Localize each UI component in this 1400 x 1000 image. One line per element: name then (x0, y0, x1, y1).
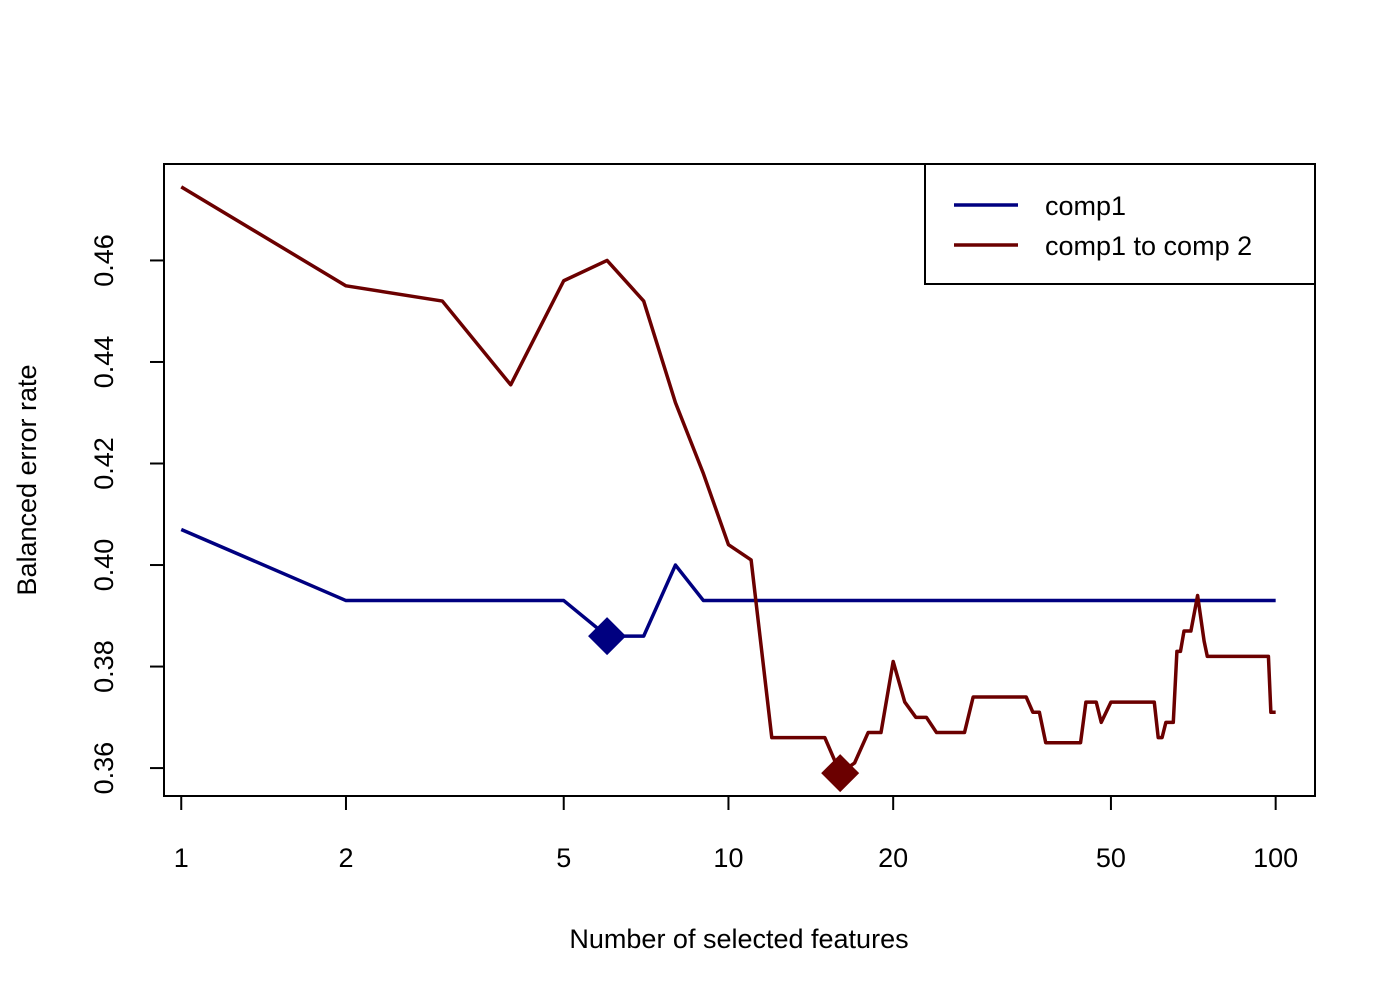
y-tick-label: 0.36 (89, 742, 119, 795)
x-tick-label: 5 (556, 843, 571, 873)
x-tick-label: 20 (878, 843, 908, 873)
legend: comp1 comp1 to comp 2 (924, 163, 1316, 285)
optimum-marker-1 (821, 754, 860, 793)
series-line-1 (180, 185, 1276, 775)
marker-layer (588, 617, 860, 793)
x-axis-label: Number of selected features (569, 924, 908, 954)
y-tick-label: 0.44 (89, 336, 119, 389)
x-tick-label: 10 (713, 843, 743, 873)
legend-box (924, 163, 1316, 285)
x-tick-label: 50 (1096, 843, 1126, 873)
y-tick-label: 0.38 (89, 640, 119, 693)
x-tick-label: 100 (1253, 843, 1298, 873)
legend-label-1: comp1 to comp 2 (1045, 231, 1252, 261)
y-axis-label: Balanced error rate (12, 364, 42, 595)
x-tick-label: 2 (338, 843, 353, 873)
legend-label-0: comp1 (1045, 191, 1126, 221)
y-tick-label: 0.40 (89, 539, 119, 592)
y-tick-label: 0.46 (89, 234, 119, 287)
y-tick-label: 0.42 (89, 437, 119, 490)
optimum-marker-0 (588, 617, 627, 656)
x-axis: 1 2 5 10 20 50 100 (174, 795, 1298, 873)
y-axis: 0.36 0.38 0.40 0.42 0.44 0.46 (89, 234, 165, 795)
x-tick-label: 1 (174, 843, 189, 873)
